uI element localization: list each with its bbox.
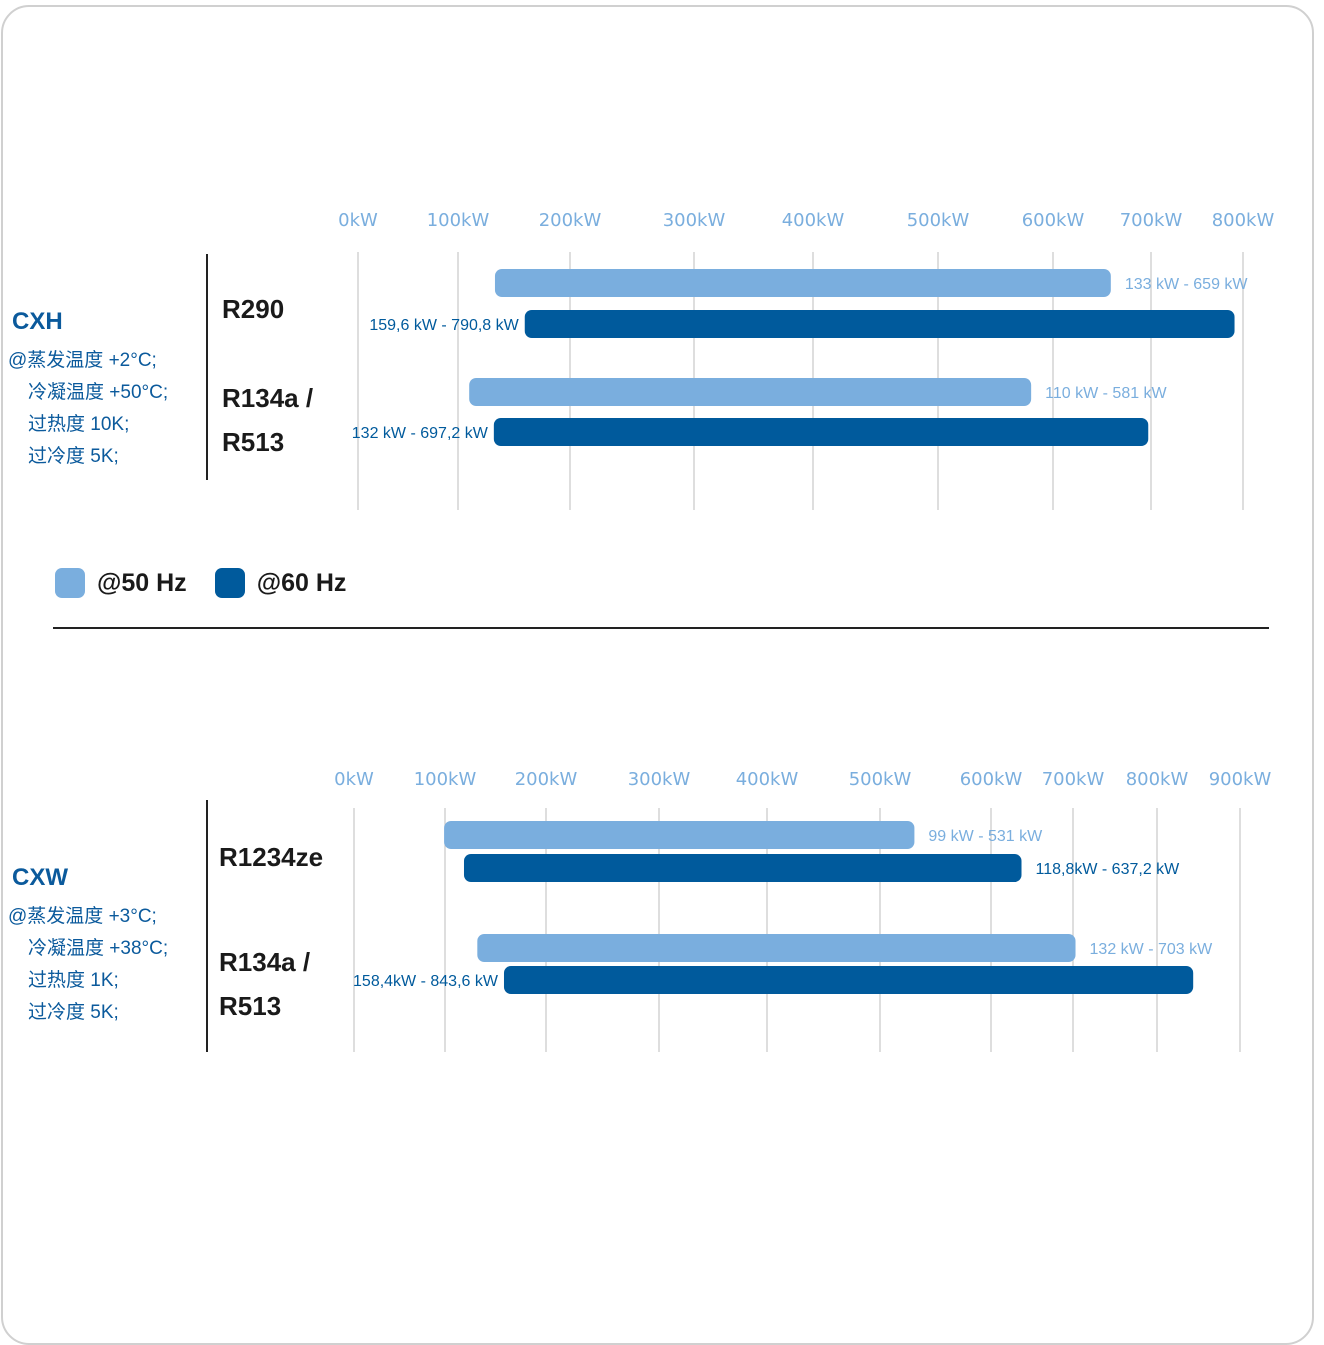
x-tick-label: 600kW (1022, 210, 1085, 231)
refrigerant-label: R1234ze (219, 842, 324, 872)
bar-60hz (493, 418, 1149, 446)
bar-value-label: 132 kW - 697,2 kW (352, 425, 489, 442)
condition-line: 过冷度 5K; (28, 1002, 119, 1023)
condition-line: @蒸发温度 +2°C; (8, 350, 157, 371)
legend-label-50hz: @50 Hz (97, 568, 187, 597)
bar-value-label: 99 kW - 531 kW (928, 828, 1043, 845)
bar-value-label: 118,8kW - 637,2 kW (1036, 861, 1181, 878)
bar-50hz (477, 934, 1076, 962)
condition-line: @蒸发温度 +3°C; (8, 906, 157, 927)
model-title-cxw: CXW (12, 864, 68, 891)
x-tick-label: 400kW (736, 769, 799, 790)
conditions-cxh: @蒸发温度 +2°C; 冷凝温度 +50°C; 过热度 10K; 过冷度 5K; (8, 345, 168, 473)
bar-50hz (444, 821, 915, 849)
x-tick-label: 500kW (907, 210, 970, 231)
x-tick-label: 100kW (427, 210, 490, 231)
bar-value-label: 158,4kW - 843,6 kW (353, 973, 499, 990)
legend-swatch-50hz (55, 568, 85, 598)
x-tick-label: 600kW (960, 769, 1023, 790)
bar-50hz (494, 269, 1111, 297)
x-tick-label: 200kW (515, 769, 578, 790)
x-tick-label: 700kW (1042, 769, 1105, 790)
x-tick-label: 400kW (782, 210, 845, 231)
x-tick-label: 800kW (1126, 769, 1189, 790)
refrigerant-label: R134a / (219, 947, 311, 977)
conditions-cxw: @蒸发温度 +3°C; 冷凝温度 +38°C; 过热度 1K; 过冷度 5K; (8, 901, 168, 1029)
x-tick-label: 100kW (414, 769, 477, 790)
condition-line: 冷凝温度 +38°C; (28, 938, 169, 959)
x-tick-label: 0kW (334, 769, 374, 790)
section-divider-cxw (206, 800, 208, 1052)
condition-line: 过热度 1K; (28, 970, 119, 991)
x-tick-label: 800kW (1212, 210, 1275, 231)
x-tick-label: 700kW (1120, 210, 1183, 231)
legend-label-60hz: @60 Hz (256, 568, 347, 597)
refrigerant-label: R513 (222, 427, 285, 457)
x-tick-label: 0kW (338, 210, 378, 231)
condition-line: 过热度 10K; (28, 414, 130, 435)
bar-value-label: 132 kW - 703 kW (1090, 941, 1214, 958)
refrigerant-label: R513 (219, 991, 282, 1021)
x-tick-label: 900kW (1209, 769, 1272, 790)
chart-svg-cxh: 0kW 100kW 200kW 300kW 400kW 500kW 600kW 700kW 80… (338, 210, 1275, 510)
refrigerant-label: R134a / (222, 383, 314, 413)
condition-line: 冷凝温度 +50°C; (28, 382, 169, 403)
refrigerant-label: R290 (222, 294, 285, 324)
bar-60hz (503, 966, 1194, 994)
legend: @50 Hz @60 Hz (55, 568, 374, 598)
model-title-cxh: CXH (12, 308, 63, 335)
bar-60hz (463, 854, 1022, 882)
chart-cxh: 0kW 100kW 200kW 300kW 400kW 500kW 600kW 700kW 80… (0, 190, 1324, 520)
x-tick-label: 500kW (849, 769, 912, 790)
section-divider-cxh (206, 254, 208, 480)
chart-svg-cxw: 0kW 100kW 200kW 300kW 400kW 500kW 600kW 700kW 80… (334, 769, 1272, 1052)
bar-value-label: 133 kW - 659 kW (1125, 276, 1249, 293)
bar-50hz (469, 378, 1032, 406)
x-tick-label: 200kW (539, 210, 602, 231)
bar-60hz (524, 310, 1235, 338)
chart-cxw: 0kW 100kW 200kW 300kW 400kW 500kW 600kW 700kW 80… (0, 760, 1324, 1060)
bar-value-label: 110 kW - 581 kW (1045, 385, 1167, 402)
condition-line: 过冷度 5K; (28, 446, 119, 467)
bar-value-label: 159,6 kW - 790,8 kW (369, 317, 519, 334)
x-tick-label: 300kW (663, 210, 726, 231)
legend-swatch-60hz (214, 568, 245, 598)
x-tick-label: 300kW (628, 769, 691, 790)
horizontal-divider (53, 627, 1269, 629)
